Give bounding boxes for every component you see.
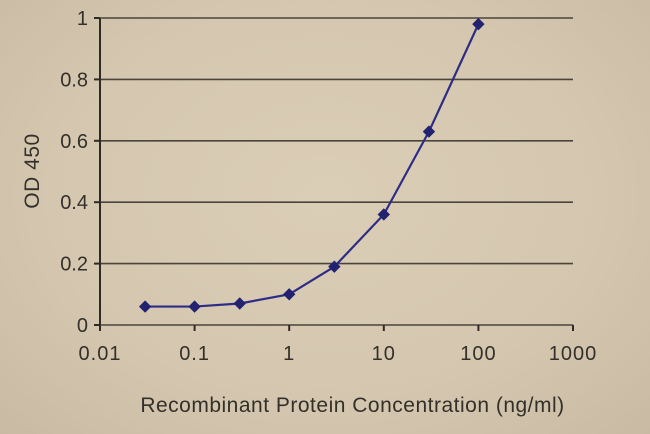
x-tick-label: 0.01 <box>79 343 122 365</box>
y-tick-label: 0.4 <box>60 192 88 214</box>
x-tick-label: 1000 <box>549 343 598 365</box>
y-tick-label: 0.2 <box>60 254 88 276</box>
x-tick-label: 1 <box>283 343 295 365</box>
y-tick-label: 0.8 <box>60 69 88 91</box>
data-point-marker <box>138 300 152 313</box>
data-point-marker <box>328 260 341 273</box>
x-axis-label: Recombinant Protein Concentration (ng/ml… <box>140 394 565 417</box>
x-tick-label: 100 <box>460 343 496 365</box>
data-point-marker <box>282 288 296 301</box>
data-point-marker <box>233 297 246 310</box>
y-tick-label: 1 <box>77 8 88 30</box>
x-tick-label: 0.1 <box>179 343 210 365</box>
x-tick-label: 10 <box>372 343 396 365</box>
series-line <box>145 23 480 308</box>
data-point-marker <box>188 300 201 313</box>
data-point-marker <box>472 17 485 31</box>
y-tick-label: 0 <box>77 315 88 337</box>
y-axis-label: OD 450 <box>21 133 44 209</box>
data-point-marker <box>377 208 391 221</box>
data-point-marker <box>422 125 436 138</box>
y-tick-label: 0.6 <box>60 131 88 153</box>
